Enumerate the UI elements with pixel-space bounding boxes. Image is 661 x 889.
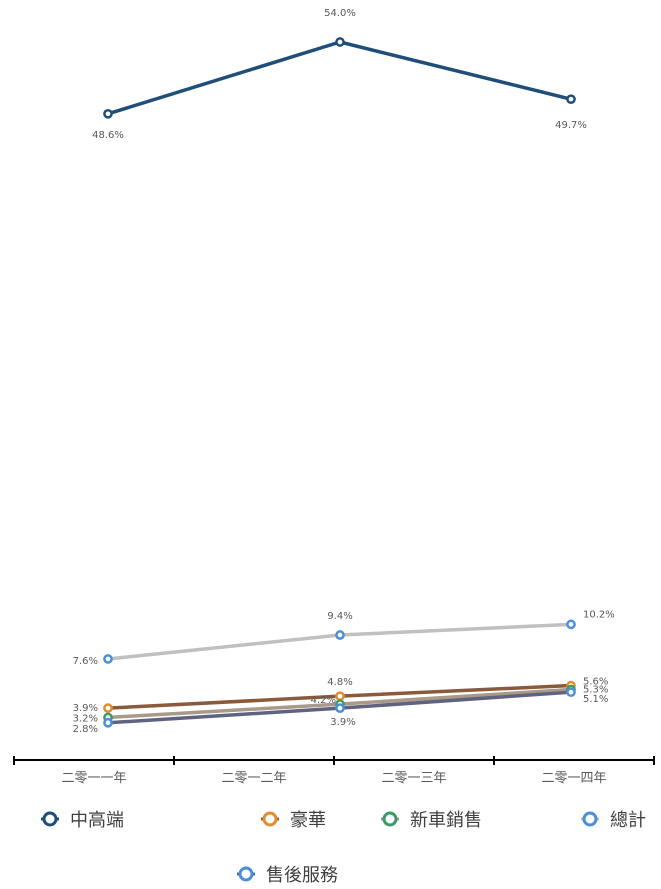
data-label: 9.4%	[327, 611, 352, 622]
x-tick-label: 二零一二年	[221, 771, 286, 786]
data-point	[103, 108, 113, 119]
legend-label: 售後服務	[266, 865, 338, 886]
data-point	[103, 717, 113, 728]
legend-item: 售後服務	[236, 861, 338, 887]
data-point	[103, 654, 113, 664]
data-label: 4.8%	[327, 677, 352, 688]
data-label: 5.6%	[583, 677, 608, 688]
data-label: 10.2%	[583, 609, 615, 620]
series-line	[107, 40, 572, 116]
series-line	[107, 622, 572, 661]
legend-marker-icon	[237, 866, 255, 882]
data-label: 3.9%	[330, 717, 355, 728]
line-chart: 二零一一年 二零一二年 二零一三年 二零一四年 48.6% 54.0% 49.7% 3.9% 4…	[13, 8, 655, 786]
legend-item: 中高端	[40, 806, 124, 832]
x-tick-label: 二零一四年	[541, 771, 606, 786]
data-label: 49.7%	[555, 120, 587, 131]
data-point	[566, 94, 576, 105]
legend-label: 新車銷售	[410, 810, 482, 831]
data-label: 3.9%	[73, 703, 98, 714]
legend-label: 中高端	[70, 810, 124, 831]
data-point	[335, 703, 345, 713]
data-point	[335, 37, 345, 47]
legend-marker-icon	[261, 811, 279, 827]
data-point	[103, 703, 113, 713]
data-label: 5.1%	[583, 694, 608, 705]
data-label: 2.8%	[73, 724, 98, 735]
legend-marker-icon	[381, 811, 399, 827]
data-point	[566, 619, 576, 630]
legend-marker-icon	[581, 811, 599, 827]
legend-marker-icon	[41, 811, 59, 827]
data-label: 54.0%	[324, 8, 356, 19]
x-tick-label: 二零一一年	[61, 771, 126, 786]
data-point	[566, 687, 576, 698]
data-label: 5.3%	[583, 685, 608, 696]
data-label: 3.2%	[73, 713, 98, 724]
legend-item: 總計	[580, 806, 646, 832]
legend-item: 新車銷售	[380, 806, 482, 832]
data-label: 4.2%	[311, 695, 336, 706]
data-label: 7.6%	[73, 656, 98, 667]
x-tick-label: 二零一三年	[381, 771, 446, 786]
data-point	[335, 630, 345, 640]
legend-label: 豪華	[290, 810, 326, 831]
data-point	[335, 691, 345, 702]
legend-label: 總計	[610, 810, 646, 831]
legend-item: 豪華	[260, 806, 326, 832]
data-label: 48.6%	[92, 130, 124, 141]
